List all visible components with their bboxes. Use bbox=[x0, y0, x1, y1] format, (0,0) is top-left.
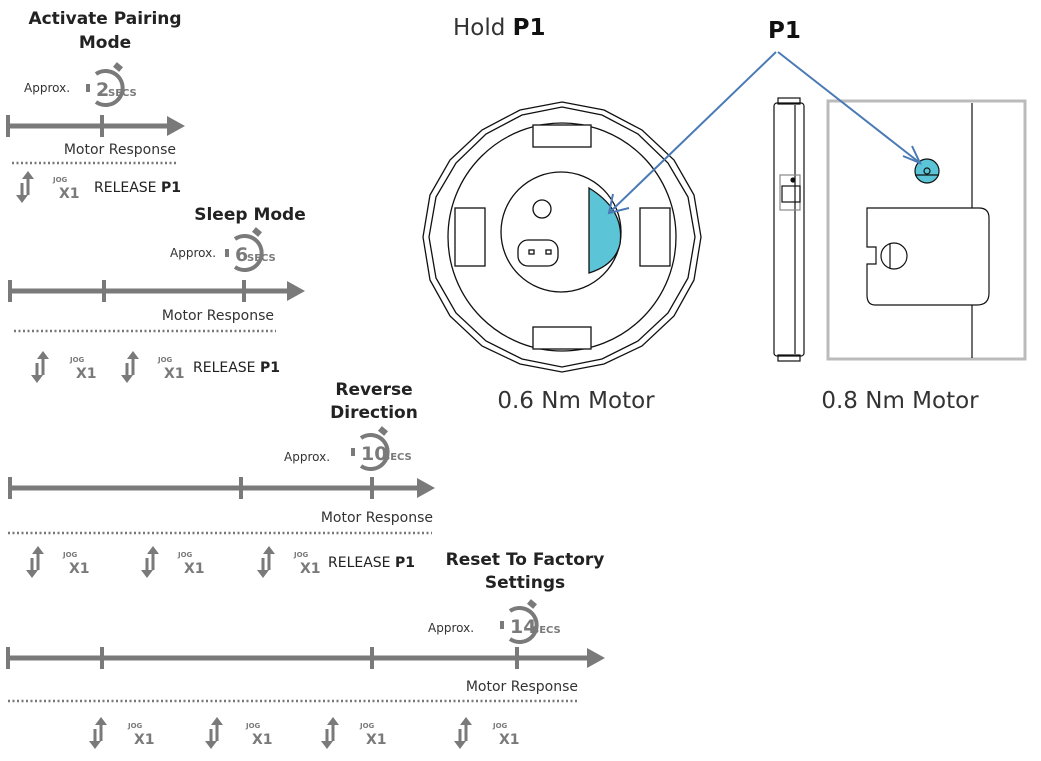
svg-text:X1: X1 bbox=[252, 732, 273, 748]
release-instruction: RELEASE P1 bbox=[94, 180, 181, 196]
jog-arrows-icon bbox=[121, 351, 139, 383]
jog-arrows-icon bbox=[31, 351, 49, 383]
jog-arrows-icon bbox=[205, 717, 223, 749]
timeline-arrowhead bbox=[417, 478, 435, 498]
motor-response-label: Motor Response bbox=[162, 308, 274, 324]
jog-x1-icon: JOG X1 bbox=[177, 551, 205, 577]
section-title: Reverse bbox=[335, 380, 412, 400]
approx-label: Approx. bbox=[24, 81, 70, 95]
timer-value: 10 bbox=[361, 443, 387, 465]
motor-0-6nm-front-view bbox=[422, 101, 702, 373]
timeline-arrowhead bbox=[287, 281, 305, 301]
svg-text:JOG: JOG bbox=[69, 356, 85, 364]
motor-label-0-8nm: 0.8 Nm Motor bbox=[821, 388, 979, 414]
svg-text:JOG: JOG bbox=[62, 551, 78, 559]
section-title: Activate Pairing bbox=[28, 9, 181, 29]
timeline-arrowhead bbox=[587, 648, 605, 668]
jog-arrows-icon bbox=[16, 171, 34, 203]
timer-unit: SECS bbox=[108, 88, 137, 99]
jog-x1-icon: JOG X1 bbox=[245, 722, 273, 748]
jog-x1-icon: JOG X1 bbox=[293, 551, 321, 577]
section-title: Settings bbox=[485, 573, 565, 593]
jog-arrows-icon bbox=[89, 717, 107, 749]
motor-response-label: Motor Response bbox=[321, 510, 433, 526]
section-title: Mode bbox=[79, 33, 131, 53]
jog-arrows-icon bbox=[26, 546, 44, 578]
timer-value: 2 bbox=[96, 79, 109, 101]
jog-x1-icon: JOG X1 bbox=[127, 722, 155, 748]
approx-label: Approx. bbox=[170, 246, 216, 260]
jog-arrows-icon bbox=[454, 717, 472, 749]
hold-instruction: Hold P1 bbox=[453, 15, 546, 41]
timer-value: 6 bbox=[235, 244, 248, 266]
p1-callout-arrows bbox=[607, 51, 923, 215]
svg-text:JOG: JOG bbox=[293, 551, 309, 559]
timeline-arrowhead bbox=[167, 116, 185, 136]
release-instruction: RELEASE P1 bbox=[193, 360, 280, 376]
motor-label-0-6nm: 0.6 Nm Motor bbox=[497, 388, 655, 414]
svg-text:X1: X1 bbox=[69, 561, 90, 577]
approx-label: Approx. bbox=[284, 450, 330, 464]
svg-text:JOG: JOG bbox=[177, 551, 193, 559]
timer-unit: SECS bbox=[383, 452, 412, 463]
svg-text:JOG: JOG bbox=[359, 722, 375, 730]
timer-value: 14 bbox=[510, 616, 536, 638]
jog-x1-icon: JOG X1 bbox=[492, 722, 520, 748]
jog-arrows-icon bbox=[321, 717, 339, 749]
jog-arrows-icon bbox=[141, 546, 159, 578]
svg-text:X1: X1 bbox=[366, 732, 387, 748]
timer-unit: SECS bbox=[247, 253, 276, 264]
p1-button-highlight-0-8nm bbox=[914, 158, 940, 184]
section-title: Direction bbox=[330, 403, 418, 423]
jog-x1-icon: JOG X1 bbox=[359, 722, 387, 748]
motor-response-label: Motor Response bbox=[64, 142, 176, 158]
svg-text:JOG: JOG bbox=[157, 356, 173, 364]
svg-text:X1: X1 bbox=[76, 366, 97, 382]
p1-callout-label: P1 bbox=[768, 18, 801, 44]
svg-text:JOG: JOG bbox=[492, 722, 508, 730]
motor-0-8nm-view bbox=[773, 97, 1027, 362]
section-title: Sleep Mode bbox=[194, 205, 306, 225]
svg-text:JOG: JOG bbox=[127, 722, 143, 730]
release-instruction: RELEASE P1 bbox=[328, 555, 415, 571]
section-title: Reset To Factory bbox=[446, 550, 605, 570]
svg-text:X1: X1 bbox=[300, 561, 321, 577]
jog-x1-icon: JOG X1 bbox=[62, 551, 90, 577]
svg-text:X1: X1 bbox=[499, 732, 520, 748]
svg-text:JOG: JOG bbox=[245, 722, 261, 730]
p1-button-highlight bbox=[588, 186, 622, 274]
timer-unit: SECS bbox=[532, 625, 561, 636]
jog-x1-icon: JOG X1 bbox=[52, 176, 80, 202]
jog-arrows-icon bbox=[257, 546, 275, 578]
svg-text:X1: X1 bbox=[134, 732, 155, 748]
jog-x1-icon: JOG X1 bbox=[157, 356, 185, 382]
svg-text:X1: X1 bbox=[184, 561, 205, 577]
jog-x1-icon: JOG X1 bbox=[69, 356, 97, 382]
approx-label: Approx. bbox=[428, 621, 474, 635]
svg-text:JOG: JOG bbox=[52, 176, 68, 184]
svg-text:X1: X1 bbox=[164, 366, 185, 382]
svg-text:X1: X1 bbox=[59, 186, 80, 202]
motor-response-label: Motor Response bbox=[466, 679, 578, 695]
